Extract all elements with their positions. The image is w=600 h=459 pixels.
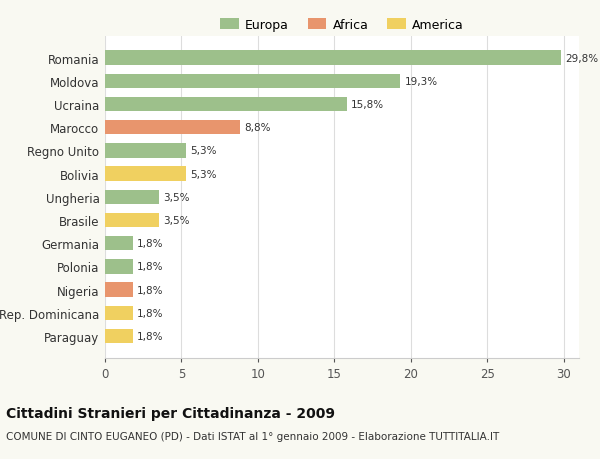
Text: 3,5%: 3,5% [163,192,190,202]
Text: 5,3%: 5,3% [191,146,217,156]
Text: 29,8%: 29,8% [565,54,598,63]
Bar [105,213,158,228]
Bar [105,51,560,66]
Bar [105,98,347,112]
Text: 5,3%: 5,3% [191,169,217,179]
Bar [105,260,133,274]
Text: Cittadini Stranieri per Cittadinanza - 2009: Cittadini Stranieri per Cittadinanza - 2… [6,406,335,420]
Text: 1,8%: 1,8% [137,239,164,249]
Text: COMUNE DI CINTO EUGANEO (PD) - Dati ISTAT al 1° gennaio 2009 - Elaborazione TUTT: COMUNE DI CINTO EUGANEO (PD) - Dati ISTA… [6,431,499,442]
Bar [105,74,400,89]
Bar [105,306,133,320]
Text: 3,5%: 3,5% [163,216,190,225]
Bar [105,236,133,251]
Text: 1,8%: 1,8% [137,285,164,295]
Text: 1,8%: 1,8% [137,262,164,272]
Text: 19,3%: 19,3% [404,77,438,87]
Text: 8,8%: 8,8% [244,123,271,133]
Bar [105,167,186,181]
Text: 15,8%: 15,8% [351,100,384,110]
Bar [105,144,186,158]
Text: 1,8%: 1,8% [137,331,164,341]
Legend: Europa, Africa, America: Europa, Africa, America [215,14,469,37]
Bar [105,283,133,297]
Bar [105,329,133,343]
Bar [105,190,158,205]
Bar [105,121,239,135]
Text: 1,8%: 1,8% [137,308,164,318]
